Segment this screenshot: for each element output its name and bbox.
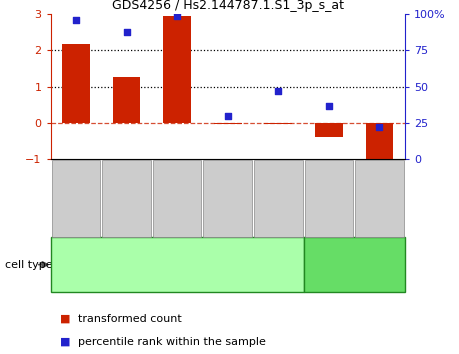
Text: GSM501252: GSM501252: [223, 167, 232, 222]
Text: GSM501255: GSM501255: [374, 167, 383, 222]
Text: GSM501253: GSM501253: [273, 167, 282, 222]
Point: [173, 13, 180, 18]
Text: caseous TB granulomas: caseous TB granulomas: [111, 259, 243, 270]
Bar: [163, 16, 190, 123]
Text: ■: ■: [60, 337, 70, 347]
Point: [375, 125, 382, 130]
Point: [325, 103, 332, 108]
Point: [72, 17, 79, 23]
Text: GSM501251: GSM501251: [172, 167, 181, 222]
Bar: [314, 123, 342, 137]
Bar: [365, 123, 392, 159]
Text: GSM501249: GSM501249: [71, 167, 80, 222]
Text: cell type: cell type: [5, 259, 52, 270]
Bar: [213, 123, 241, 124]
Point: [224, 113, 231, 119]
Text: GSM501250: GSM501250: [122, 167, 131, 222]
Bar: [112, 76, 140, 123]
Text: GSM501254: GSM501254: [324, 167, 333, 222]
Title: GDS4256 / Hs2.144787.1.S1_3p_s_at: GDS4256 / Hs2.144787.1.S1_3p_s_at: [112, 0, 343, 12]
Text: percentile rank within the sample: percentile rank within the sample: [78, 337, 265, 347]
Point: [274, 88, 281, 94]
Text: transformed count: transformed count: [78, 314, 182, 324]
Point: [123, 29, 130, 34]
Text: ■: ■: [60, 314, 70, 324]
Bar: [62, 44, 90, 123]
Bar: [264, 123, 291, 125]
Text: normal lung
parenchyma: normal lung parenchyma: [323, 254, 384, 275]
